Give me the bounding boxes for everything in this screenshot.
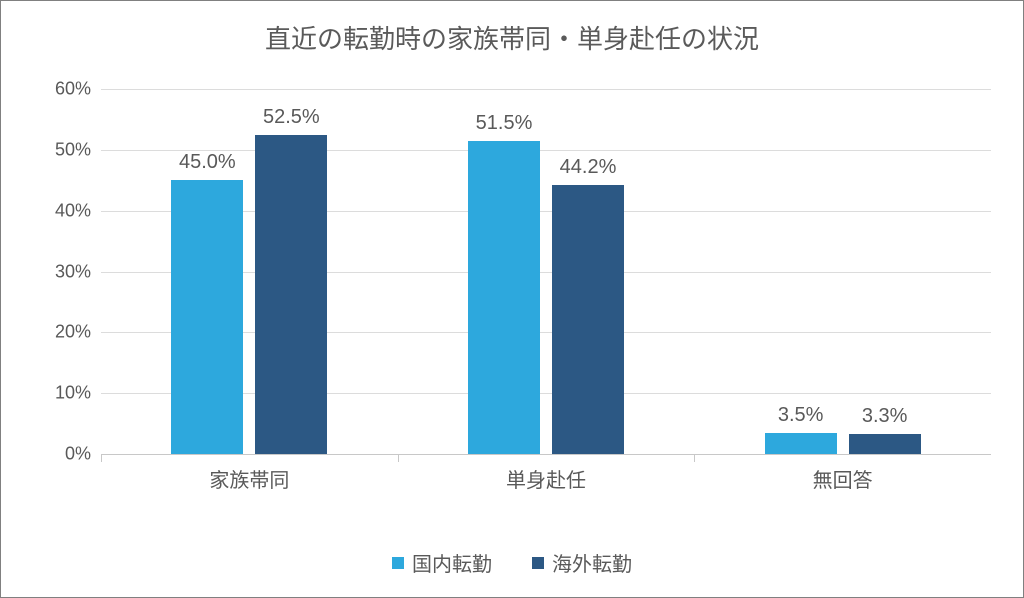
legend-swatch (532, 557, 544, 569)
y-tick-label: 0% (41, 444, 91, 465)
legend-item: 海外転勤 (532, 548, 632, 577)
bar-value-label: 45.0% (179, 151, 236, 180)
y-tick-label: 40% (41, 200, 91, 221)
legend-item: 国内転勤 (392, 548, 492, 577)
bar: 3.3% (849, 434, 921, 454)
bar-group: 51.5%44.2% (468, 141, 624, 454)
plot-area: 0%10%20%30%40%50%60%45.0%52.5%家族帯同51.5%4… (101, 89, 991, 455)
x-tick (694, 454, 695, 462)
bar: 51.5% (468, 141, 540, 454)
y-tick-label: 20% (41, 322, 91, 343)
chart-container: 直近の転勤時の家族帯同・単身赴任の状況 0%10%20%30%40%50%60%… (0, 0, 1024, 598)
bar: 45.0% (171, 180, 243, 454)
bar-value-label: 51.5% (476, 112, 533, 141)
bar-value-label: 3.3% (862, 405, 908, 434)
bar-group: 3.5% 3.3% (765, 433, 921, 454)
y-tick-label: 50% (41, 139, 91, 160)
legend: 国内転勤 海外転勤 (1, 548, 1023, 577)
x-tick (398, 454, 399, 462)
bar-group: 45.0%52.5% (171, 135, 327, 454)
x-tick-label: 無回答 (743, 464, 943, 493)
bar: 52.5% (255, 135, 327, 454)
y-tick-label: 10% (41, 383, 91, 404)
x-tick-label: 家族帯同 (149, 464, 349, 493)
bar: 3.5% (765, 433, 837, 454)
bar: 44.2% (552, 185, 624, 454)
chart-title: 直近の転勤時の家族帯同・単身赴任の状況 (1, 19, 1023, 56)
x-tick-label: 単身赴任 (446, 464, 646, 493)
bar-value-label: 3.5% (778, 404, 824, 433)
x-tick (101, 454, 102, 462)
legend-swatch (392, 557, 404, 569)
legend-label: 国内転勤 (412, 548, 492, 577)
legend-label: 海外転勤 (552, 548, 632, 577)
gridline (101, 89, 991, 90)
y-tick-label: 60% (41, 79, 91, 100)
bar-value-label: 52.5% (263, 106, 320, 135)
bar-value-label: 44.2% (560, 156, 617, 185)
y-tick-label: 30% (41, 261, 91, 282)
